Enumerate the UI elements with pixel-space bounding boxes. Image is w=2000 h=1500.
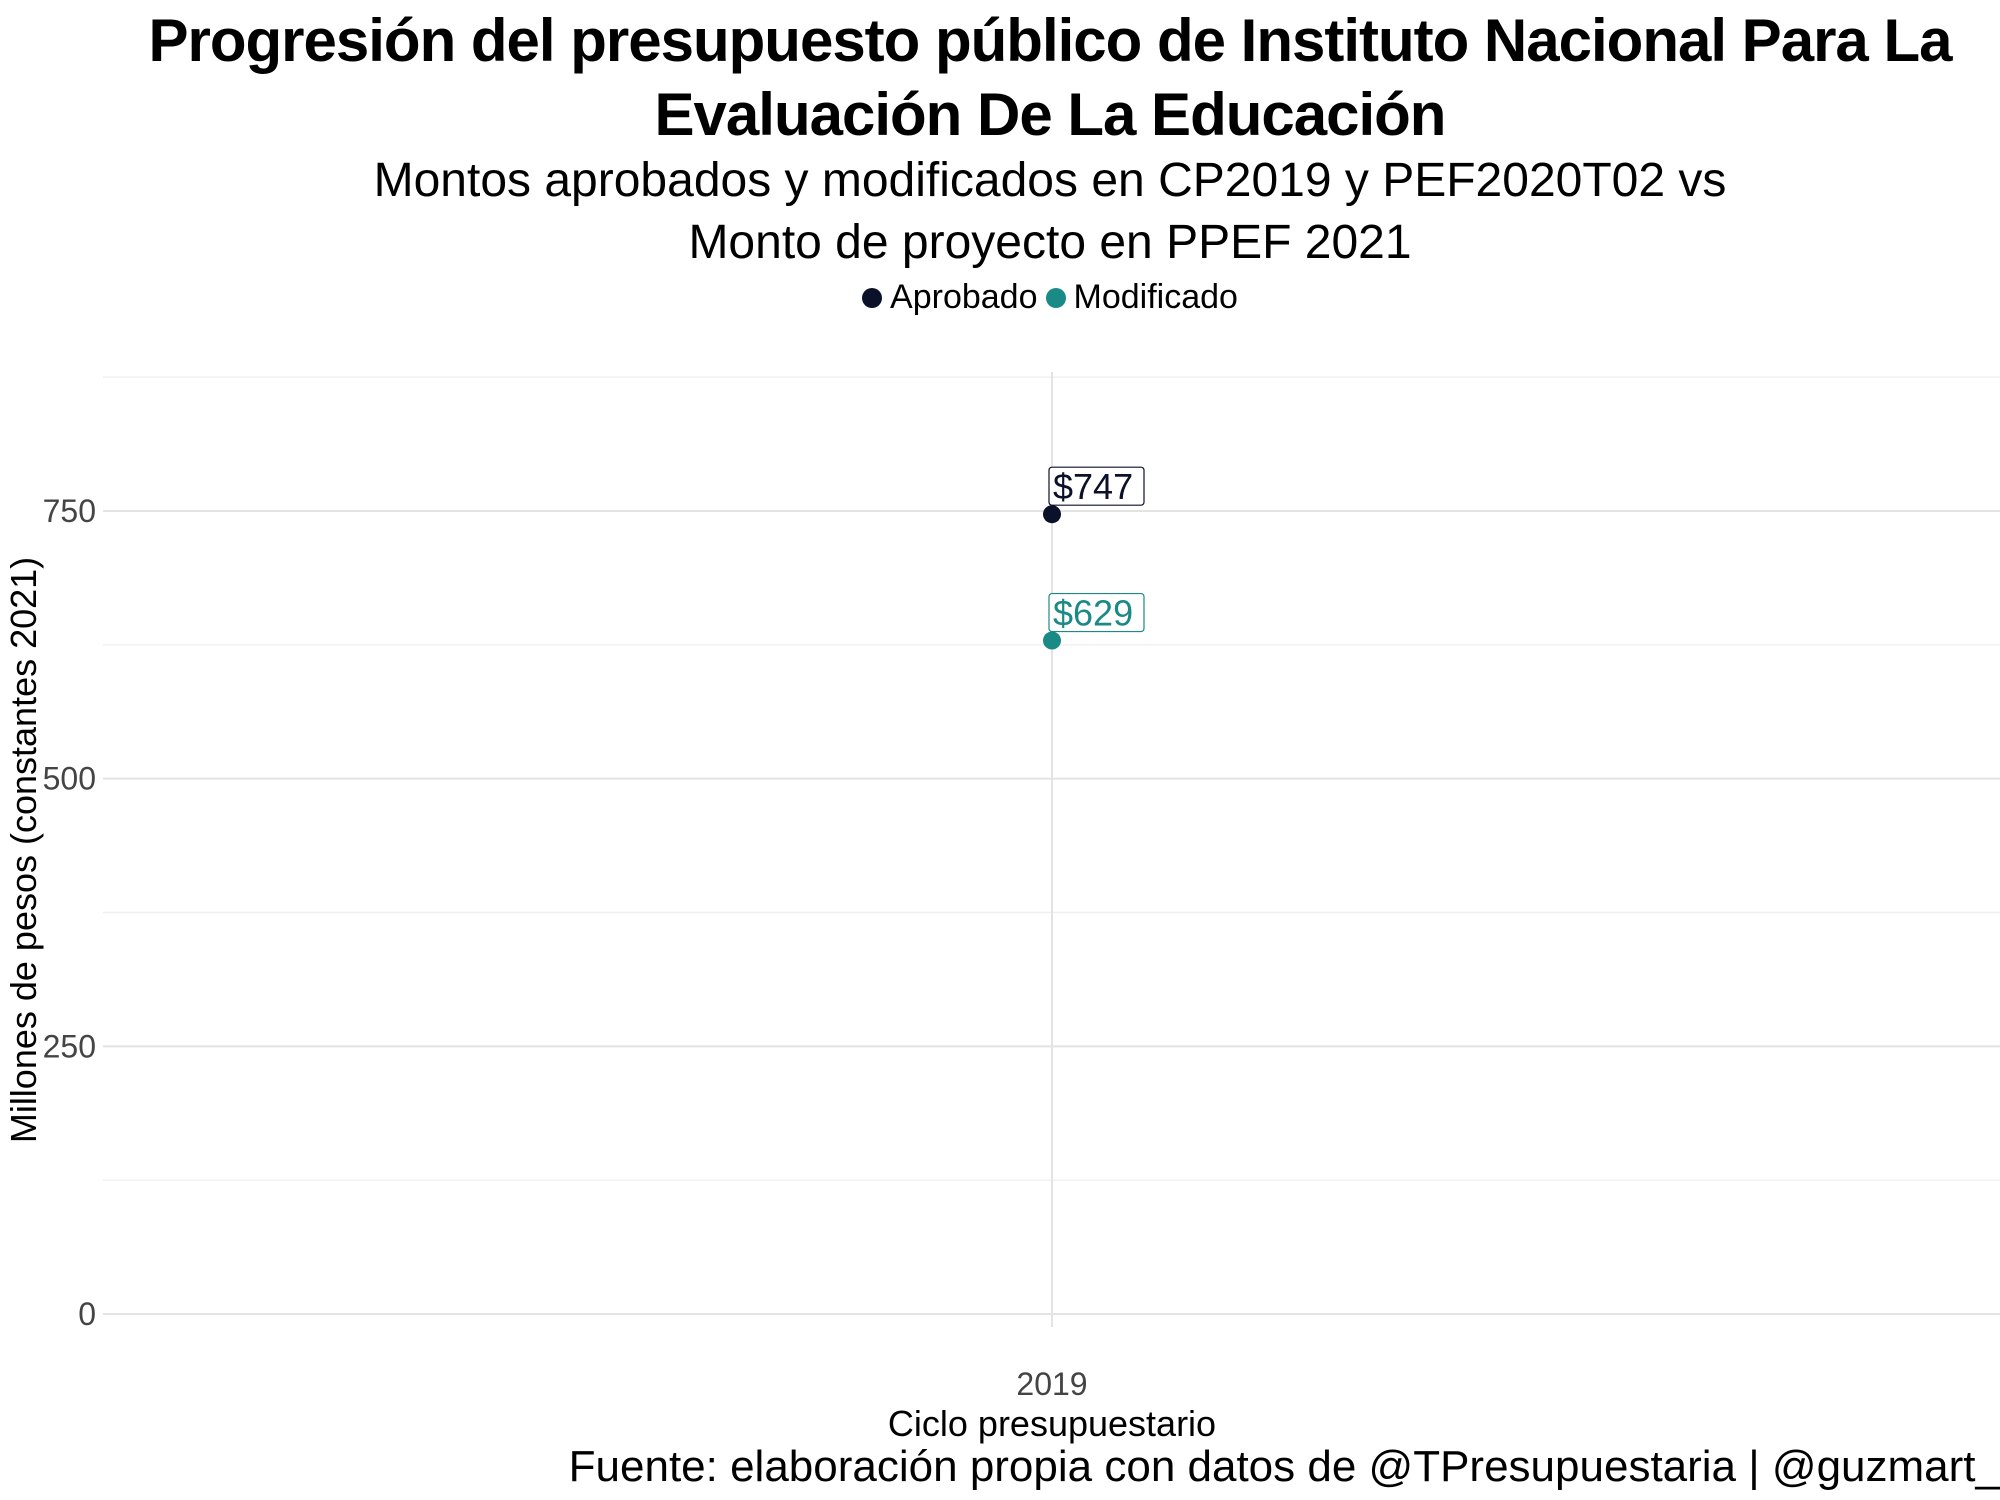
y-tick-label: 250	[43, 1028, 96, 1064]
data-label-modificado: $629	[1053, 593, 1133, 634]
y-tick-label: 500	[43, 761, 96, 797]
data-label-box-modificado	[1048, 592, 1145, 633]
legend-label-modificado: Modificado	[1073, 278, 1238, 316]
data-label-aprobado: $747	[1053, 466, 1133, 507]
legend-marker-aprobado	[862, 287, 883, 308]
y-tick-label: 0	[78, 1296, 96, 1332]
legend-item-modificado: Modificado	[1045, 278, 1238, 317]
legend-item-aprobado: Aprobado	[862, 278, 1038, 317]
data-label-box-aprobado	[1048, 466, 1145, 506]
chart-legend: Aprobado Modificado	[0, 278, 2000, 317]
chart-title: Progresión del presupuesto público de In…	[0, 4, 2000, 152]
chart-caption: Fuente: elaboración propia con datos de …	[568, 1442, 2000, 1491]
legend-label-aprobado: Aprobado	[890, 278, 1038, 316]
legend-marker-modificado	[1045, 287, 1066, 308]
x-axis-title: Ciclo presupuestario	[888, 1403, 1216, 1444]
x-tick-label: 2019	[1016, 1366, 1087, 1402]
chart-subtitle-line-2: Monto de proyecto en PPEF 2021	[688, 216, 1412, 269]
chart-subtitle-line-1: Montos aprobados y modificados en CP2019…	[373, 154, 1727, 207]
y-tick-label: 750	[43, 493, 96, 529]
point-aprobado	[1043, 505, 1061, 524]
chart-title-line: Progresión del presupuesto público de In…	[148, 7, 1953, 148]
point-modificado	[1043, 631, 1061, 650]
chart-subtitle: Montos aprobados y modificados en CP2019…	[0, 150, 2000, 274]
y-axis-title: Millones de pesos (constantes 2021)	[3, 557, 44, 1143]
